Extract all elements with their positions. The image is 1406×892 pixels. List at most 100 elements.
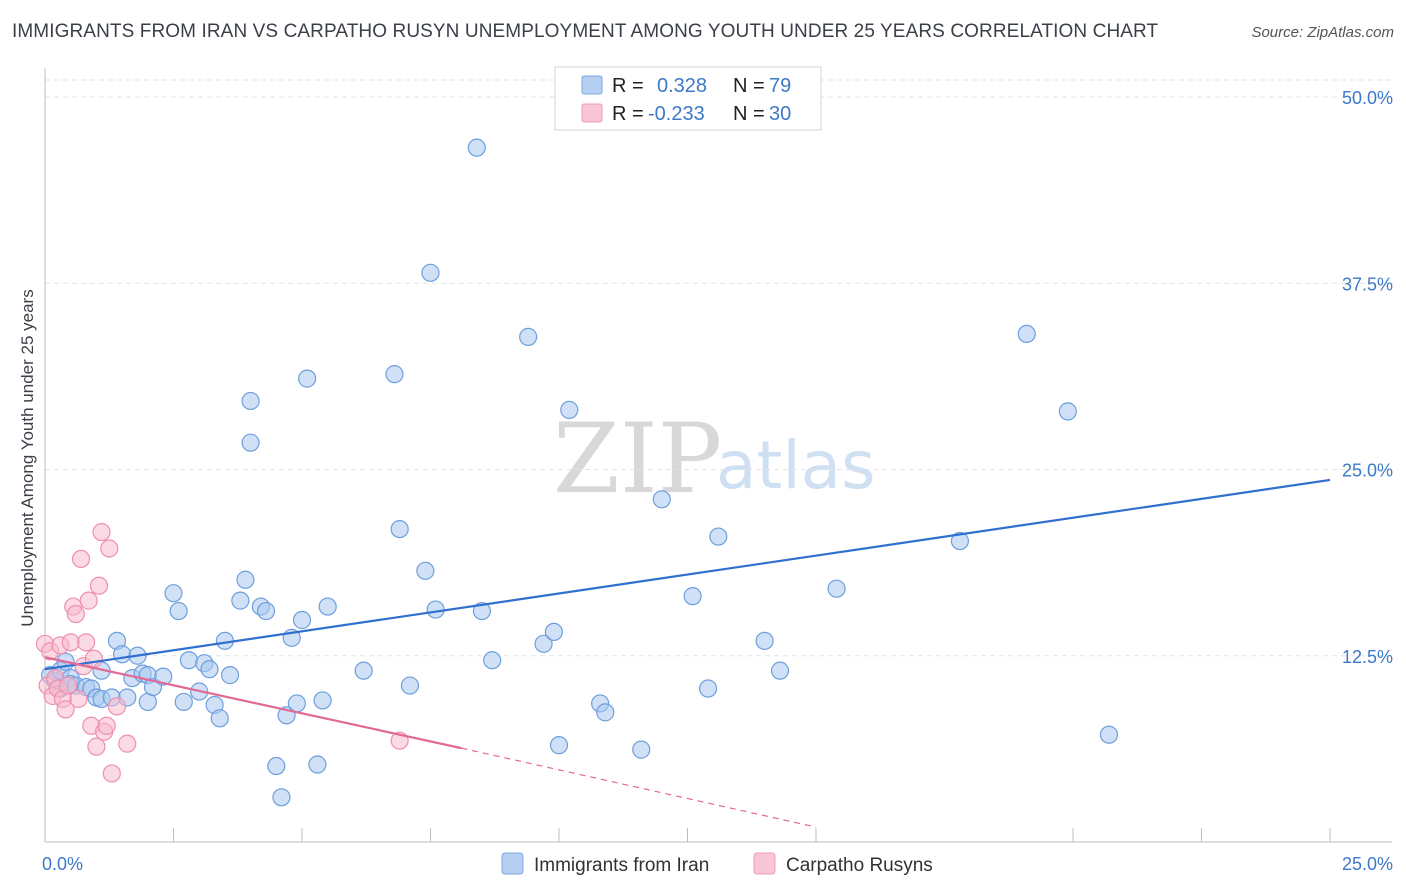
rusyn-point [79, 591, 98, 610]
legend-r-label-2: R = [612, 103, 644, 125]
series-rusyn-points [35, 522, 409, 783]
legend-n-label-2: N = [733, 103, 765, 125]
y-tick-label: 12.5% [1342, 647, 1393, 667]
iran-point [472, 601, 491, 621]
iran-point [241, 391, 260, 411]
iran-point [534, 634, 553, 653]
legend-box: R = 0.328 N = 79 R = -0.233 N = 30 [554, 66, 822, 131]
iran-point [421, 263, 440, 282]
iran-point [652, 490, 671, 509]
iran-point [241, 433, 260, 452]
legend-n-value-2: 30 [769, 103, 791, 125]
iran-point [169, 601, 188, 621]
y-tick-label: 37.5% [1342, 274, 1393, 294]
bottom-legend-swatch-iran [501, 852, 524, 875]
iran-point [287, 694, 306, 713]
y-axis-title: Unemployment Among Youth under 25 years [18, 289, 37, 626]
iran-point [483, 651, 502, 670]
iran-point [596, 703, 615, 722]
rusyn-point [77, 633, 96, 652]
bottom-legend-label-rusyn: Carpatho Rusyns [786, 855, 933, 876]
iran-point [560, 400, 579, 419]
axes [44, 68, 1392, 843]
iran-point [632, 740, 651, 759]
x-tick-label: 0.0% [42, 854, 83, 874]
iran-point [770, 661, 790, 680]
trend-lines [44, 478, 1331, 828]
iran-point [112, 645, 132, 664]
iran-point [827, 579, 846, 598]
y-tick-label: 50.0% [1342, 88, 1393, 108]
iran-point [1099, 725, 1119, 744]
legend-n-value-1: 79 [769, 75, 791, 97]
rusyn-point [56, 700, 75, 719]
iran-point [210, 709, 229, 728]
iran-point [292, 610, 312, 630]
rusyn-point [89, 576, 109, 595]
watermark-zip: ZIP [553, 403, 722, 515]
legend-swatch-iran [581, 75, 603, 95]
rusyn-point [84, 649, 103, 668]
legend-r-label-1: R = [612, 75, 644, 97]
rusyn-point [102, 764, 121, 783]
iran-point [174, 692, 193, 712]
iran-point [267, 756, 286, 776]
rusyn-point [66, 604, 85, 624]
iran-point [231, 591, 250, 610]
rusyn-point [97, 716, 116, 735]
iran-point [709, 527, 728, 546]
iran-point [220, 666, 240, 685]
legend-r-value-2: -0.233 [648, 103, 705, 125]
legend-swatch-rusyn [581, 103, 603, 123]
iran-point [272, 788, 291, 807]
iran-point [950, 531, 970, 551]
iran-trend-line [44, 478, 1331, 671]
rusyn-point [118, 734, 137, 753]
iran-point [298, 369, 317, 388]
iran-point [549, 736, 569, 755]
iran-point [683, 587, 702, 606]
iran-point [308, 755, 327, 774]
rusyn-trend-extension [461, 747, 817, 828]
rusyn-point [59, 676, 78, 695]
bottom-legend-label-iran: Immigrants from Iran [534, 855, 709, 876]
iran-point [179, 651, 199, 670]
iran-point [1058, 402, 1077, 421]
rusyn-point [61, 633, 80, 652]
iran-point [426, 600, 445, 619]
bottom-legend-swatch-rusyn [753, 852, 776, 875]
rusyn-trend-line [44, 656, 462, 750]
x-tick-label: 25.0% [1342, 854, 1393, 874]
iran-point [400, 676, 420, 695]
iran-point [200, 660, 219, 679]
y-tick-label: 25.0% [1342, 461, 1393, 481]
legend-r-value-1: 0.328 [657, 75, 707, 97]
source-label: Source: ZipAtlas.com [1251, 24, 1394, 41]
iran-point [698, 679, 718, 698]
rusyn-point [100, 539, 119, 558]
iran-point [154, 667, 173, 686]
iran-point [318, 597, 337, 616]
rusyn-point [87, 737, 106, 756]
rusyn-point [71, 549, 91, 569]
legend-n-label-1: N = [733, 75, 765, 97]
chart-title: IMMIGRANTS FROM IRAN VS CARPATHO RUSYN U… [12, 21, 1159, 42]
iran-point [467, 138, 486, 157]
iran-point [236, 570, 255, 589]
iran-point [313, 691, 332, 710]
iran-point [385, 365, 404, 384]
iran-point [755, 631, 774, 650]
iran-point [519, 327, 538, 346]
iran-point [354, 661, 373, 680]
rusyn-point [107, 697, 127, 716]
iran-point [256, 601, 276, 621]
bottom-legend: Immigrants from Iran Carpatho Rusyns [501, 852, 933, 876]
watermark-atlas: atlas [716, 427, 876, 504]
iran-point [390, 519, 409, 539]
iran-point [1017, 324, 1036, 344]
iran-point [544, 622, 563, 642]
iran-point [164, 584, 183, 603]
iran-point [416, 561, 435, 580]
rusyn-point [69, 689, 88, 709]
